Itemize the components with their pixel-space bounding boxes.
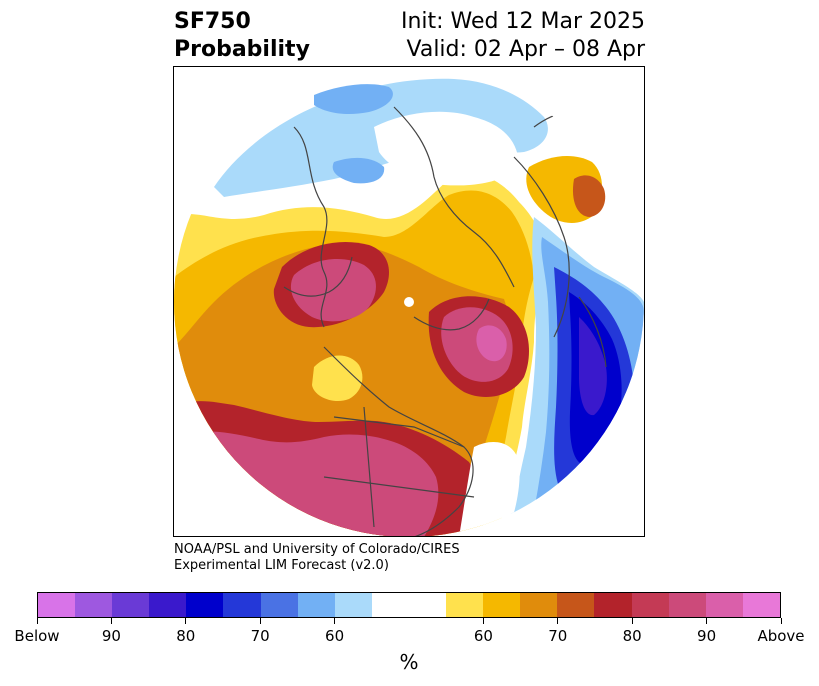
below-field-north-mid xyxy=(314,84,393,115)
forecast-dates: Init: Wed 12 Mar 2025 Valid: 02 Apr – 08… xyxy=(401,8,645,64)
above-field-pink xyxy=(174,431,439,536)
above-field-magenta xyxy=(476,325,507,362)
colorbar-tick-label: 60 xyxy=(473,627,493,645)
map-title: SF750 Probability xyxy=(174,8,310,64)
colorbar-tick-label: 90 xyxy=(697,627,717,645)
credit-line-1: NOAA/PSL and University of Colorado/CIRE… xyxy=(174,542,460,557)
title-subtitle: Probability xyxy=(174,37,310,62)
colorbar-segment xyxy=(75,593,113,617)
colorbar-segment xyxy=(38,593,76,617)
colorbar-tick xyxy=(185,618,187,624)
white-zone-north xyxy=(374,111,519,186)
colorbar-tick xyxy=(36,618,38,624)
colorbar xyxy=(37,592,781,618)
colorbar-tick-label: Above xyxy=(757,627,805,645)
below-field-purple xyxy=(579,317,607,416)
colorbar-segment xyxy=(705,593,743,617)
colorbar-segment xyxy=(668,593,706,617)
colorbar-tick xyxy=(780,618,782,624)
colorbar-tick-label: 90 xyxy=(101,627,121,645)
pole-marker xyxy=(404,297,414,307)
colorbar-tick-label: 60 xyxy=(325,627,345,645)
colorbar-tick xyxy=(631,618,633,624)
colorbar-segment xyxy=(334,593,372,617)
colorbar-tick-label: 70 xyxy=(250,627,270,645)
colorbar-tick-label: Below xyxy=(14,627,60,645)
probability-field xyxy=(174,67,644,536)
colorbar-tick xyxy=(482,618,484,624)
colorbar-tick xyxy=(557,618,559,624)
colorbar-unit-label: % xyxy=(399,650,419,674)
colorbar-segment xyxy=(260,593,298,617)
init-date: Init: Wed 12 Mar 2025 xyxy=(400,9,645,34)
colorbar-segment xyxy=(557,593,595,617)
title-variable: SF750 xyxy=(174,9,251,34)
colorbar-segment xyxy=(446,593,484,617)
colorbar-segment xyxy=(371,593,447,617)
below-field-north-mid2 xyxy=(332,157,385,184)
colorbar-tick xyxy=(259,618,261,624)
white-zone-pacific xyxy=(459,442,520,536)
colorbar-segment xyxy=(631,593,669,617)
map-panel xyxy=(173,66,645,537)
colorbar-segment xyxy=(186,593,224,617)
colorbar-tick-label: 80 xyxy=(176,627,196,645)
polar-map xyxy=(174,67,644,536)
colorbar-segment xyxy=(223,593,261,617)
above-field-pink-east xyxy=(441,307,513,382)
colorbar-segment xyxy=(112,593,150,617)
colorbar-segment xyxy=(594,593,632,617)
credit-text: NOAA/PSL and University of Colorado/CIRE… xyxy=(174,542,460,574)
credit-line-2: Experimental LIM Forecast (v2.0) xyxy=(174,558,389,573)
colorbar-segment xyxy=(297,593,335,617)
above-field-light-inner xyxy=(312,355,363,402)
colorbar-segment xyxy=(483,593,521,617)
valid-date: Valid: 02 Apr – 08 Apr xyxy=(406,37,646,62)
above-field-atlantic-dark xyxy=(572,175,606,217)
above-field-pink-north xyxy=(290,259,376,322)
colorbar-segment xyxy=(520,593,558,617)
colorbar-segment xyxy=(742,593,780,617)
colorbar-tick xyxy=(110,618,112,624)
colorbar-tick-label: 70 xyxy=(548,627,568,645)
colorbar-tick-label: 80 xyxy=(622,627,642,645)
colorbar-tick xyxy=(334,618,336,624)
colorbar-tick xyxy=(706,618,708,624)
colorbar-segment xyxy=(149,593,187,617)
